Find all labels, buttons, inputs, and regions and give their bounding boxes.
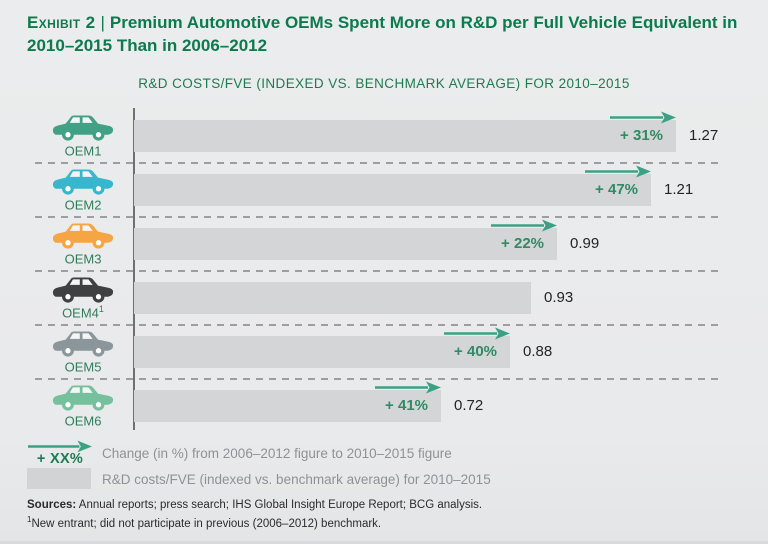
legend-arrow-icon xyxy=(28,440,92,453)
page-title-line2: 2010–2015 Than in 2006–2012 xyxy=(27,36,268,56)
oem-label: OEM1 xyxy=(64,143,102,159)
oem-label: OEM3 xyxy=(64,251,102,267)
increase-arrow-icon xyxy=(585,165,651,178)
bar-value: 0.93 xyxy=(544,289,574,306)
change-percent-label: + 31% xyxy=(620,127,663,144)
car-icon xyxy=(52,385,114,411)
oem-label: OEM2 xyxy=(64,197,102,213)
car-icon xyxy=(52,169,114,195)
oem-label: OEM5 xyxy=(64,359,102,375)
bar: + 41% xyxy=(134,390,441,422)
change-percent-label: + 40% xyxy=(454,343,497,360)
legend-arrow-text: Change (in %) from 2006–2012 figure to 2… xyxy=(102,446,452,461)
change-percent-label: + 41% xyxy=(385,397,428,414)
page-title: Exhibit 2 | Premium Automotive OEMs Spent … xyxy=(27,11,749,58)
page-title-line1: Premium Automotive OEMs Spent More on R&… xyxy=(109,13,738,32)
bar: + 47% xyxy=(134,174,651,206)
increase-arrow-icon xyxy=(375,381,441,394)
bar-value: 1.27 xyxy=(689,127,719,144)
car-icon xyxy=(52,223,114,249)
chart-row: OEM3 + 22% 0.99 xyxy=(0,217,768,272)
change-percent-label: + 22% xyxy=(501,235,544,252)
chart-baseline-axis xyxy=(133,108,135,430)
footnote-sup: 1 xyxy=(27,515,32,525)
car-icon xyxy=(52,277,114,303)
footnote-text: New entrant; did not participate in prev… xyxy=(31,518,382,531)
bar: + 40% xyxy=(134,336,510,368)
chart-row: OEM6 + 41% 0.72 xyxy=(0,379,768,433)
sources-line: Sources: Annual reports; press search; I… xyxy=(27,497,482,514)
increase-arrow-icon xyxy=(491,219,557,232)
sources-label: Sources: xyxy=(27,499,77,511)
chart-row: OEM41 0.93 xyxy=(0,271,768,326)
bar xyxy=(134,282,531,314)
bar-value: 0.72 xyxy=(454,397,484,414)
bar-value: 0.88 xyxy=(523,343,553,360)
change-percent-label: + 47% xyxy=(595,181,638,198)
bar-value: 0.99 xyxy=(570,235,600,252)
chart-row: OEM1 + 31% 1.27 xyxy=(0,109,768,164)
chart-title: R&D COSTS/FVE (INDEXED VS. BENCHMARK AVE… xyxy=(138,76,630,91)
title-separator: | xyxy=(100,13,105,32)
exhibit-label: Exhibit 2 xyxy=(27,13,96,32)
oem-label: OEM41 xyxy=(62,304,104,321)
legend-bar-swatch xyxy=(27,468,91,489)
bar-chart: OEM1 + 31% 1.27 OEM2 + 47% xyxy=(0,109,768,433)
car-icon xyxy=(52,331,114,357)
increase-arrow-icon xyxy=(444,327,510,340)
page-bottom-edge xyxy=(0,541,768,544)
legend: + XX% Change (in %) from 2006–2012 figur… xyxy=(0,436,768,494)
bar-value: 1.21 xyxy=(664,181,694,198)
car-icon xyxy=(52,115,114,141)
bar: + 22% xyxy=(134,228,557,260)
oem-label: OEM6 xyxy=(64,413,102,429)
increase-arrow-icon xyxy=(610,111,676,124)
footer: Sources: Annual reports; press search; I… xyxy=(27,497,482,533)
chart-row: OEM5 + 40% 0.88 xyxy=(0,325,768,380)
sources-text: Annual reports; press search; IHS Global… xyxy=(76,499,483,511)
legend-bar-text: R&D costs/FVE (indexed vs. benchmark ave… xyxy=(102,472,491,487)
chart-row: OEM2 + 47% 1.21 xyxy=(0,163,768,218)
legend-arrow-label: + XX% xyxy=(36,451,84,467)
footnote-line: 1New entrant; did not participate in pre… xyxy=(27,514,482,533)
bar: + 31% xyxy=(134,120,676,152)
